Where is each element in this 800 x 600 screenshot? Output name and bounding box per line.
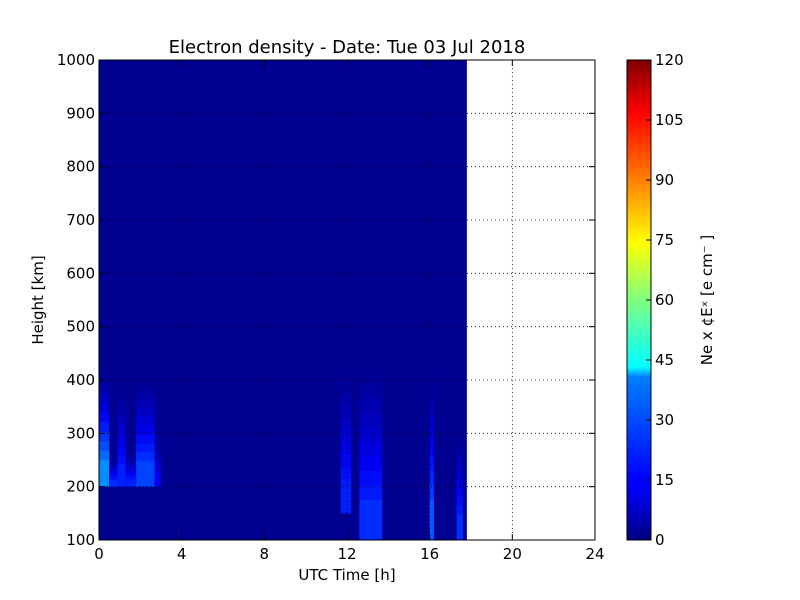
y-tick-label: 100 bbox=[66, 531, 95, 549]
y-tick-label: 400 bbox=[66, 371, 95, 389]
y-tick-label: 1000 bbox=[57, 51, 95, 69]
heatmap-cell bbox=[154, 474, 161, 487]
chart-title: Electron density - Date: Tue 03 Jul 2018 bbox=[169, 37, 526, 58]
x-axis: 0 4 8 12 16 20 24 bbox=[94, 60, 605, 563]
x-tick-label: 20 bbox=[503, 545, 522, 563]
x-tick-label: 8 bbox=[260, 545, 270, 563]
heatmap-cell bbox=[125, 479, 137, 487]
colorbar-tick-label: 45 bbox=[655, 351, 674, 369]
colorbar-tick-label: 75 bbox=[655, 231, 674, 249]
colorbar-tick-label: 15 bbox=[655, 471, 674, 489]
x-tick-label: 0 bbox=[94, 545, 104, 563]
heatmap-cell bbox=[109, 480, 118, 487]
y-tick-label: 900 bbox=[66, 104, 95, 122]
heatmap-cell bbox=[456, 514, 463, 540]
y-tick-label: 500 bbox=[66, 318, 95, 336]
y-tick-label: 600 bbox=[66, 264, 95, 282]
y-tick-label: 300 bbox=[66, 424, 95, 442]
x-tick-label: 16 bbox=[420, 545, 439, 563]
heatmap bbox=[99, 60, 467, 540]
heatmap-cell bbox=[117, 464, 126, 487]
colorbar-axis: 0 15 30 45 60 75 90 105 120 bbox=[646, 51, 684, 549]
x-tick-label: 4 bbox=[177, 545, 187, 563]
colorbar-tick-label: 90 bbox=[655, 171, 674, 189]
heatmap-cell bbox=[359, 499, 383, 540]
colorbar-tick-label: 0 bbox=[655, 531, 665, 549]
heatmap-cell bbox=[340, 479, 352, 514]
y-tick-label: 700 bbox=[66, 211, 95, 229]
colorbar-tick-label: 30 bbox=[655, 411, 674, 429]
heatmap-cell bbox=[136, 461, 155, 487]
y-axis: 100 200 300 400 500 600 700 800 900 1000 bbox=[57, 51, 595, 549]
colorbar-tick-label: 120 bbox=[655, 51, 684, 69]
y-tick-label: 800 bbox=[66, 158, 95, 176]
y-axis-label: Height [km] bbox=[29, 255, 47, 344]
heatmap-cell bbox=[429, 499, 434, 540]
heatmap-cell bbox=[99, 460, 110, 487]
colorbar-tick-label: 60 bbox=[655, 291, 674, 309]
x-tick-label: 12 bbox=[337, 545, 356, 563]
x-tick-label: 24 bbox=[585, 545, 604, 563]
y-tick-label: 200 bbox=[66, 478, 95, 496]
x-axis-label: UTC Time [h] bbox=[298, 566, 395, 584]
grid bbox=[99, 60, 595, 540]
colorbar-label: Ne x ¢Eˣ [e cm⁻ ] bbox=[698, 235, 716, 366]
colorbar-tick-label: 105 bbox=[655, 111, 684, 129]
